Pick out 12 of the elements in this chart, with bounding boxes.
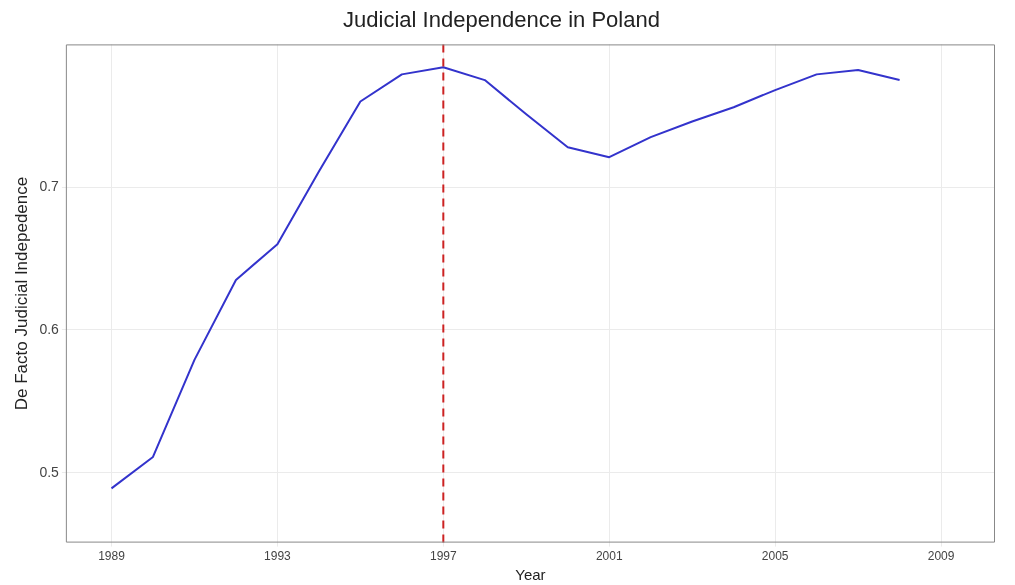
x-tick-label: 2009 [927,549,955,564]
x-axis-title: Year [515,566,546,584]
x-tick-label: 1989 [98,549,126,564]
y-tick-label: 0.7 [39,178,60,195]
x-tick-label: 2001 [595,549,623,564]
x-tick-label: 1997 [429,549,457,564]
y-axis-title: De Facto Judicial Indepedence [11,176,31,411]
chart-title: Judicial Independence in Poland [343,7,660,33]
y-tick-label: 0.6 [39,320,60,337]
y-tick-label: 0.5 [39,463,60,480]
x-tick-label: 2005 [761,549,789,564]
x-tick-label: 1993 [264,549,292,564]
